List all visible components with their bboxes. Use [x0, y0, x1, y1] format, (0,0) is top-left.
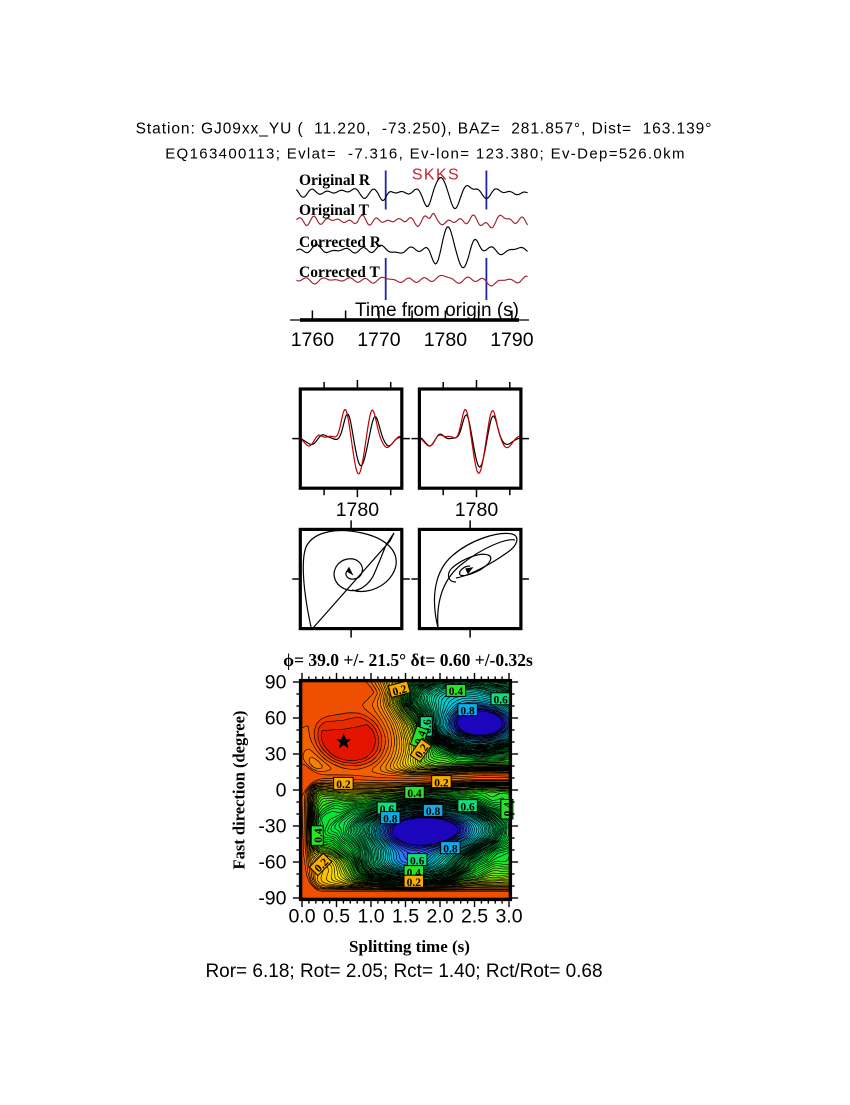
- svg-text:1780: 1780: [455, 499, 499, 521]
- svg-text:0.6: 0.6: [494, 695, 509, 707]
- svg-text:Corrected R: Corrected R: [299, 234, 382, 251]
- svg-text:0.8: 0.8: [383, 813, 398, 825]
- svg-text:Original T: Original T: [299, 202, 370, 219]
- svg-text:0.8: 0.8: [443, 843, 458, 855]
- svg-text:-30: -30: [258, 816, 286, 838]
- svg-text:Fast direction (degree): Fast direction (degree): [230, 711, 249, 870]
- svg-text:0.6: 0.6: [460, 801, 475, 813]
- svg-text:1.0: 1.0: [357, 906, 384, 928]
- svg-text:1790: 1790: [490, 329, 534, 351]
- svg-text:0.2: 0.2: [336, 779, 351, 791]
- svg-text:Original R: Original R: [299, 172, 371, 189]
- svg-text:Ror= 6.18; Rot= 2.05; Rct= 1.4: Ror= 6.18; Rot= 2.05; Rct= 1.40; Rct/Rot…: [205, 961, 602, 982]
- svg-text:1780: 1780: [424, 329, 468, 351]
- svg-text:1.5: 1.5: [392, 906, 419, 928]
- svg-text:0.2: 0.2: [391, 683, 408, 698]
- svg-text:0.6: 0.6: [410, 855, 425, 867]
- svg-text:0.4: 0.4: [313, 828, 325, 843]
- svg-text:-60: -60: [258, 852, 286, 874]
- svg-text:0.8: 0.8: [426, 806, 441, 818]
- svg-text:0: 0: [276, 780, 287, 802]
- svg-text:0.8: 0.8: [460, 705, 475, 717]
- svg-text:0.0: 0.0: [288, 906, 315, 928]
- svg-text:Time from origin (s): Time from origin (s): [355, 300, 519, 321]
- svg-text:0.4: 0.4: [407, 788, 422, 800]
- svg-text:0.4: 0.4: [449, 686, 464, 698]
- svg-text:0.2: 0.2: [434, 777, 449, 789]
- svg-text:Splitting time (s): Splitting time (s): [349, 937, 470, 956]
- svg-text:30: 30: [265, 744, 287, 766]
- svg-text:0.2: 0.2: [407, 877, 422, 889]
- svg-text:0.5: 0.5: [323, 906, 350, 928]
- svg-text:Corrected T: Corrected T: [299, 264, 380, 281]
- svg-text:1770: 1770: [357, 329, 401, 351]
- svg-text:-90: -90: [258, 888, 286, 910]
- svg-text:2.5: 2.5: [461, 906, 488, 928]
- svg-text:1760: 1760: [291, 329, 335, 351]
- svg-text:60: 60: [265, 708, 287, 730]
- svg-text:Station: GJ09xx_YU ( 11.220,: Station: GJ09xx_YU ( 11.220, -73.250), B…: [136, 121, 713, 138]
- svg-text:SKKS: SKKS: [412, 166, 460, 183]
- svg-text:EQ163400113; Evlat= -7.316, E: EQ163400113; Evlat= -7.316, Ev-lon= 123.…: [165, 145, 686, 162]
- svg-text:90: 90: [265, 672, 287, 694]
- svg-text:1780: 1780: [336, 499, 380, 521]
- svg-text:3.0: 3.0: [495, 906, 522, 928]
- svg-text:ϕ= 39.0 +/- 21.5° δt= 0.60 +/-: ϕ= 39.0 +/- 21.5° δt= 0.60 +/-0.32s: [283, 650, 533, 670]
- svg-text:2.0: 2.0: [426, 906, 453, 928]
